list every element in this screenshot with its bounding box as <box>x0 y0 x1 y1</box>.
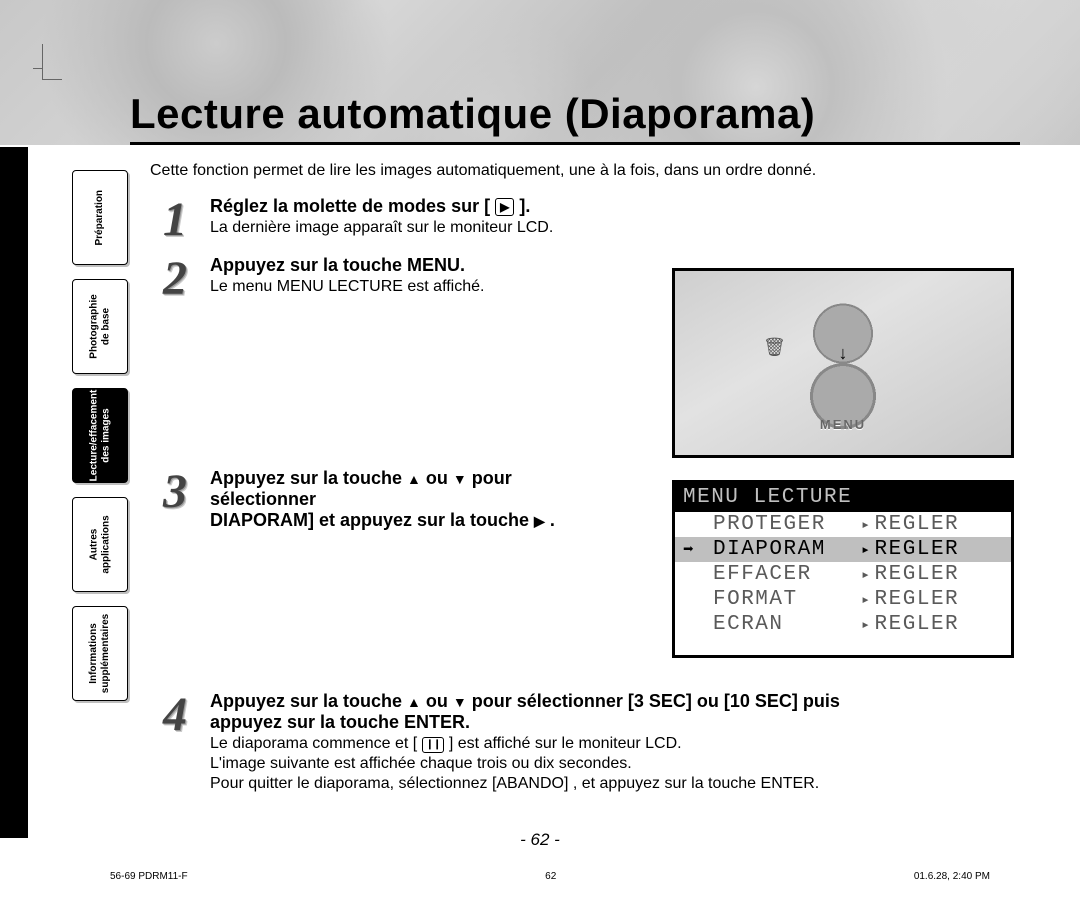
menu-button-label: MENU <box>820 417 866 432</box>
pause-icon: ❙❙ <box>422 737 445 753</box>
step4-sub1a: Le diaporama commence et [ <box>210 735 422 752</box>
tab-autres-applications[interactable]: Autres applications <box>72 497 128 592</box>
left-black-bar <box>0 147 28 838</box>
footer-mid: 62 <box>545 871 556 882</box>
step1-head-b: ]. <box>519 196 530 216</box>
step1-head-a: Réglez la molette de modes sur [ <box>210 196 490 216</box>
step4-sub1b: ] est affiché sur le moniteur LCD. <box>449 735 682 752</box>
lcd-menu: MENU LECTURE PROTEGER REGLER ➡ DIAPORAM … <box>672 480 1014 658</box>
tab-lecture-effacement[interactable]: Lecture/effacement des images <box>72 388 128 483</box>
play-icon: ▶ <box>495 198 514 216</box>
up-icon-2: ▲ <box>407 694 421 710</box>
tab-photographie[interactable]: Photographie de base <box>72 279 128 374</box>
step2-head: Appuyez sur la touche MENU. <box>210 255 465 275</box>
intro-text: Cette fonction permet de lire les images… <box>150 162 1020 180</box>
section-tabs: Préparation Photographie de base Lecture… <box>72 170 128 715</box>
step4-b: ou <box>426 691 453 711</box>
content-area: Cette fonction permet de lire les images… <box>150 162 1020 793</box>
step-number-3: 3 <box>150 464 200 519</box>
step3-b: ou <box>426 468 453 488</box>
step-number-4: 4 <box>150 687 200 742</box>
camera-photo: 🗑 ↓ MENU <box>672 268 1014 458</box>
footer: 56-69 PDRM11-F 62 01.6.28, 2:40 PM <box>110 871 990 882</box>
tab-informations[interactable]: Informations supplémentaires <box>72 606 128 701</box>
page-number: - 62 - <box>0 830 1080 850</box>
step-1: 1 Réglez la molette de modes sur [ ▶ ]. … <box>150 196 1020 237</box>
footer-right: 01.6.28, 2:40 PM <box>914 871 990 882</box>
step4-sub2: L'image suivante est affichée chaque tro… <box>210 755 1020 773</box>
lcd-row-format: FORMAT REGLER <box>675 587 1011 612</box>
step3-l2a: DIAPORAM] et appuyez sur la touche <box>210 510 534 530</box>
lcd-row-proteger: PROTEGER REGLER <box>675 512 1011 537</box>
lcd-row-ecran: ECRAN REGLER <box>675 612 1011 637</box>
page-title: Lecture automatique (Diaporama) <box>130 90 1020 145</box>
lcd-row-diaporam: ➡ DIAPORAM REGLER <box>675 537 1011 562</box>
step-number-2: 2 <box>150 251 200 306</box>
step-3: 3 Appuyez sur la touche ▲ ou ▼ pour séle… <box>150 468 610 531</box>
arrow-down-icon: ↓ <box>839 343 848 364</box>
footer-left: 56-69 PDRM11-F <box>110 871 188 882</box>
lcd-header: MENU LECTURE <box>675 483 1011 512</box>
up-icon: ▲ <box>407 471 421 487</box>
right-icon: ▶ <box>534 513 545 529</box>
step4-sub3: Pour quitter le diaporama, sélectionnez … <box>210 775 1020 793</box>
step3-l2b: . <box>550 510 555 530</box>
step4-a: Appuyez sur la touche <box>210 691 407 711</box>
crop-marks <box>42 44 62 80</box>
trash-icon: 🗑 <box>763 337 786 358</box>
step4-l2: appuyez sur la touche ENTER. <box>210 712 470 732</box>
step-number-1: 1 <box>150 192 200 247</box>
step3-a: Appuyez sur la touche <box>210 468 407 488</box>
down-icon: ▼ <box>453 471 467 487</box>
lcd-pointer-icon: ➡ <box>683 539 695 561</box>
tab-preparation[interactable]: Préparation <box>72 170 128 265</box>
lcd-row-effacer: EFFACER REGLER <box>675 562 1011 587</box>
step1-sub: La dernière image apparaît sur le monite… <box>210 219 1020 237</box>
step-4: 4 Appuyez sur la touche ▲ ou ▼ pour séle… <box>150 691 1020 793</box>
step4-c: pour sélectionner [3 SEC] ou [10 SEC] pu… <box>472 691 840 711</box>
down-icon-2: ▼ <box>453 694 467 710</box>
